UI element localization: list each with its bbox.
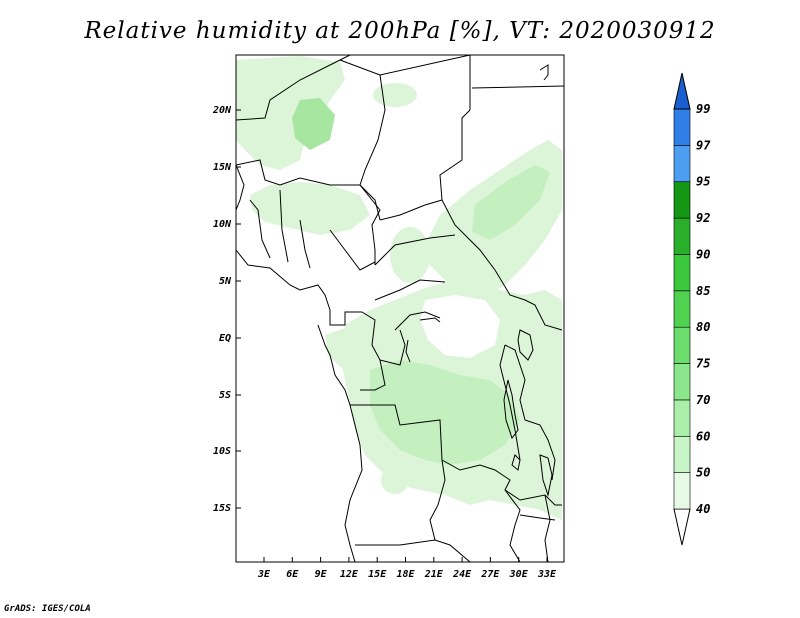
lon-tick-label: 15E: [368, 569, 387, 580]
longitude-axis: 3E 6E 9E 12E 15E 18E 21E 24E 27E 30E 33E: [257, 557, 557, 580]
colorbar-min-triangle: [673, 508, 691, 546]
shade-area-sahara-core: [292, 98, 335, 150]
lat-tick-label: 10N: [213, 219, 232, 230]
lat-tick-label: EQ: [219, 333, 231, 344]
colorbar-label: 85: [696, 284, 710, 298]
lat-tick-label: 5N: [219, 276, 232, 287]
map-title: Relative humidity at 200hPa [%], VT: 202…: [84, 18, 716, 44]
lon-tick-label: 24E: [452, 569, 472, 580]
shade-area-gabon: [325, 328, 362, 368]
colorbar-label: 99: [696, 102, 710, 116]
colorbar-segment: [673, 145, 691, 183]
colorbar-label: 97: [696, 138, 711, 152]
colorbar-segment: [673, 326, 691, 364]
country-borders: [236, 55, 564, 562]
colorbar-label: 92: [696, 211, 710, 225]
lon-tick-label: 18E: [396, 569, 415, 580]
colorbar-max-triangle: [673, 72, 691, 110]
colorbar-label: 95: [696, 175, 710, 189]
colorbar-label: 40: [696, 502, 710, 516]
colorbar-label: 50: [696, 466, 710, 480]
clear-area-central: [420, 295, 500, 358]
lat-tick-label: 10S: [213, 446, 231, 457]
lon-tick-label: 27E: [480, 569, 500, 580]
grads-credit: GrADS: IGES/COLA: [4, 604, 91, 614]
shade-area-sahara: [236, 56, 345, 170]
colorbar-segment: [673, 181, 691, 219]
humidity-shading: [236, 56, 562, 520]
colorbar-label: 80: [696, 320, 710, 334]
shade-blob-southwest: [381, 466, 409, 494]
shade-blob-chad: [390, 227, 430, 283]
shade-area-congo-core: [370, 360, 520, 465]
lon-tick-label: 33E: [537, 569, 557, 580]
lon-tick-label: 6E: [286, 569, 299, 580]
colorbar-label: 70: [696, 393, 710, 407]
colorbar: 40 50 60 70 75 80 85 90 92 95 97 99: [673, 72, 711, 546]
lon-tick-label: 9E: [315, 569, 328, 580]
colorbar-segment: [673, 217, 691, 255]
lat-tick-label: 15S: [213, 503, 231, 514]
map-frame-border: [235, 54, 565, 563]
colorbar-segment: [673, 108, 691, 146]
lon-tick-label: 3E: [257, 569, 271, 580]
colorbar-label: 90: [696, 247, 710, 261]
lon-tick-label: 12E: [340, 569, 359, 580]
colorbar-segment: [673, 472, 691, 510]
colorbar-segment: [673, 363, 691, 401]
colorbar-segment: [673, 254, 691, 292]
latitude-axis: 20N 15N 10N 5N EQ 5S 10S 15S: [212, 105, 241, 514]
lat-tick-label: 20N: [212, 105, 232, 116]
lat-tick-label: 15N: [213, 162, 232, 173]
colorbar-label: 75: [696, 357, 710, 371]
shade-blob-northeast: [373, 83, 417, 107]
colorbar-segment: [673, 399, 691, 437]
colorbar-segment: [673, 435, 691, 473]
shade-area-sudan-core: [472, 165, 550, 240]
colorbar-segment: [673, 290, 691, 328]
lon-tick-label: 30E: [509, 569, 529, 580]
lat-tick-label: 5S: [219, 390, 231, 401]
colorbar-label: 60: [696, 429, 710, 443]
lon-tick-label: 21E: [424, 569, 444, 580]
